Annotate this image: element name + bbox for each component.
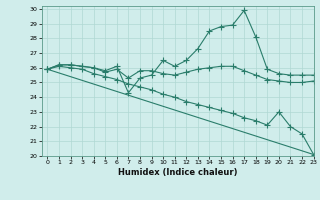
X-axis label: Humidex (Indice chaleur): Humidex (Indice chaleur) bbox=[118, 168, 237, 177]
